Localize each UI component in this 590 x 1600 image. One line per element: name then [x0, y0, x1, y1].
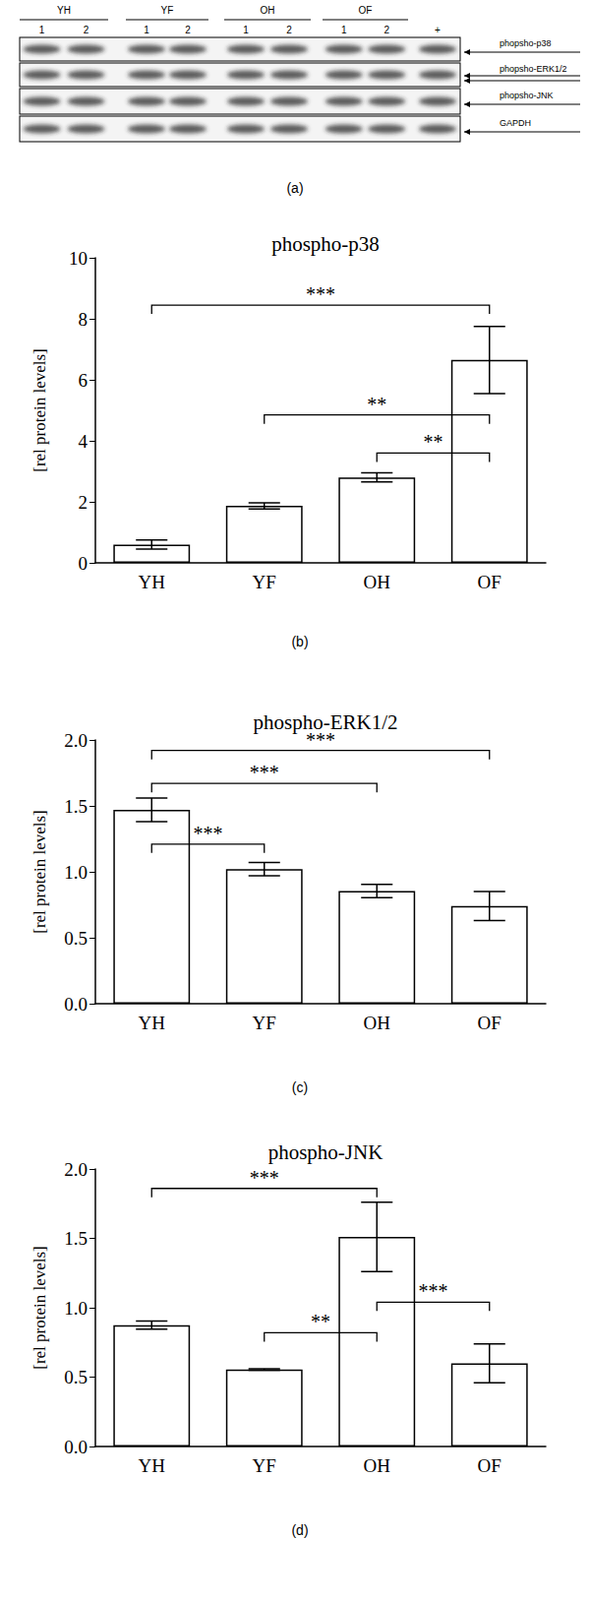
svg-text:1: 1	[39, 24, 46, 36]
svg-text:2: 2	[383, 24, 390, 36]
svg-text:2: 2	[78, 491, 89, 513]
svg-text:10: 10	[68, 247, 88, 269]
svg-text:1: 1	[143, 24, 150, 36]
svg-text:8: 8	[78, 308, 89, 330]
svg-text:***: ***	[249, 761, 280, 783]
svg-text:2: 2	[83, 24, 90, 36]
svg-text:0.5: 0.5	[63, 927, 88, 948]
svg-text:***: ***	[249, 1166, 280, 1188]
svg-text:OF: OF	[477, 1454, 502, 1475]
svg-text:OH: OH	[363, 571, 392, 592]
svg-text:phopsho-ERK1/2: phopsho-ERK1/2	[499, 63, 568, 74]
svg-text:0.0: 0.0	[63, 993, 88, 1014]
svg-text:2.0: 2.0	[63, 1158, 88, 1180]
svg-text:[rel protein levels]: [rel protein levels]	[30, 809, 50, 934]
svg-text:***: ***	[418, 1279, 449, 1301]
svg-text:phopsho-p38: phopsho-p38	[499, 38, 552, 49]
svg-text:[rel protein levels]: [rel protein levels]	[30, 348, 50, 472]
svg-text:YH: YH	[138, 571, 167, 592]
svg-text:1.5: 1.5	[63, 795, 88, 817]
svg-text:YF: YF	[252, 571, 277, 592]
svg-text:YH: YH	[138, 1454, 167, 1475]
svg-text:0.0: 0.0	[63, 1435, 88, 1457]
svg-text:(a): (a)	[286, 179, 303, 196]
svg-text:1: 1	[341, 24, 348, 36]
svg-text:YH: YH	[57, 4, 71, 16]
svg-text:GAPDH: GAPDH	[499, 118, 531, 128]
svg-text:1.5: 1.5	[63, 1227, 88, 1248]
svg-text:4: 4	[78, 430, 89, 452]
svg-text:***: ***	[305, 283, 336, 305]
svg-text:1.0: 1.0	[63, 861, 88, 883]
svg-text:phospho-ERK1/2: phospho-ERK1/2	[253, 709, 399, 734]
svg-text:OF: OF	[477, 571, 502, 592]
svg-text:0.5: 0.5	[63, 1365, 88, 1387]
svg-text:phospho-JNK: phospho-JNK	[268, 1139, 384, 1164]
svg-text:OH: OH	[363, 1454, 392, 1475]
svg-text:1: 1	[242, 24, 249, 36]
svg-text:YF: YF	[252, 1011, 277, 1033]
svg-text:2.0: 2.0	[63, 729, 88, 751]
svg-text:OF: OF	[358, 4, 373, 16]
svg-text:YH: YH	[138, 1011, 167, 1033]
svg-text:***: ***	[193, 822, 224, 844]
svg-text:**: **	[366, 393, 387, 415]
svg-text:+: +	[434, 24, 441, 36]
svg-text:2: 2	[286, 24, 293, 36]
svg-text:YF: YF	[161, 4, 175, 16]
svg-text:[rel protein levels]: [rel protein levels]	[30, 1244, 50, 1369]
svg-text:1.0: 1.0	[63, 1297, 88, 1318]
svg-text:YF: YF	[252, 1454, 277, 1475]
svg-text:(b): (b)	[291, 633, 308, 649]
svg-text:0: 0	[78, 552, 89, 574]
svg-text:**: **	[423, 430, 444, 453]
svg-text:phopsho-JNK: phopsho-JNK	[499, 90, 554, 101]
svg-text:(c): (c)	[292, 1078, 308, 1095]
svg-text:OF: OF	[477, 1011, 502, 1033]
svg-text:OH: OH	[363, 1011, 392, 1033]
svg-text:6: 6	[78, 369, 89, 391]
svg-text:phospho-p38: phospho-p38	[271, 232, 380, 256]
svg-text:**: **	[310, 1309, 331, 1332]
svg-text:2: 2	[184, 24, 191, 36]
svg-text:OH: OH	[260, 4, 276, 16]
svg-text:(d): (d)	[291, 1521, 308, 1537]
